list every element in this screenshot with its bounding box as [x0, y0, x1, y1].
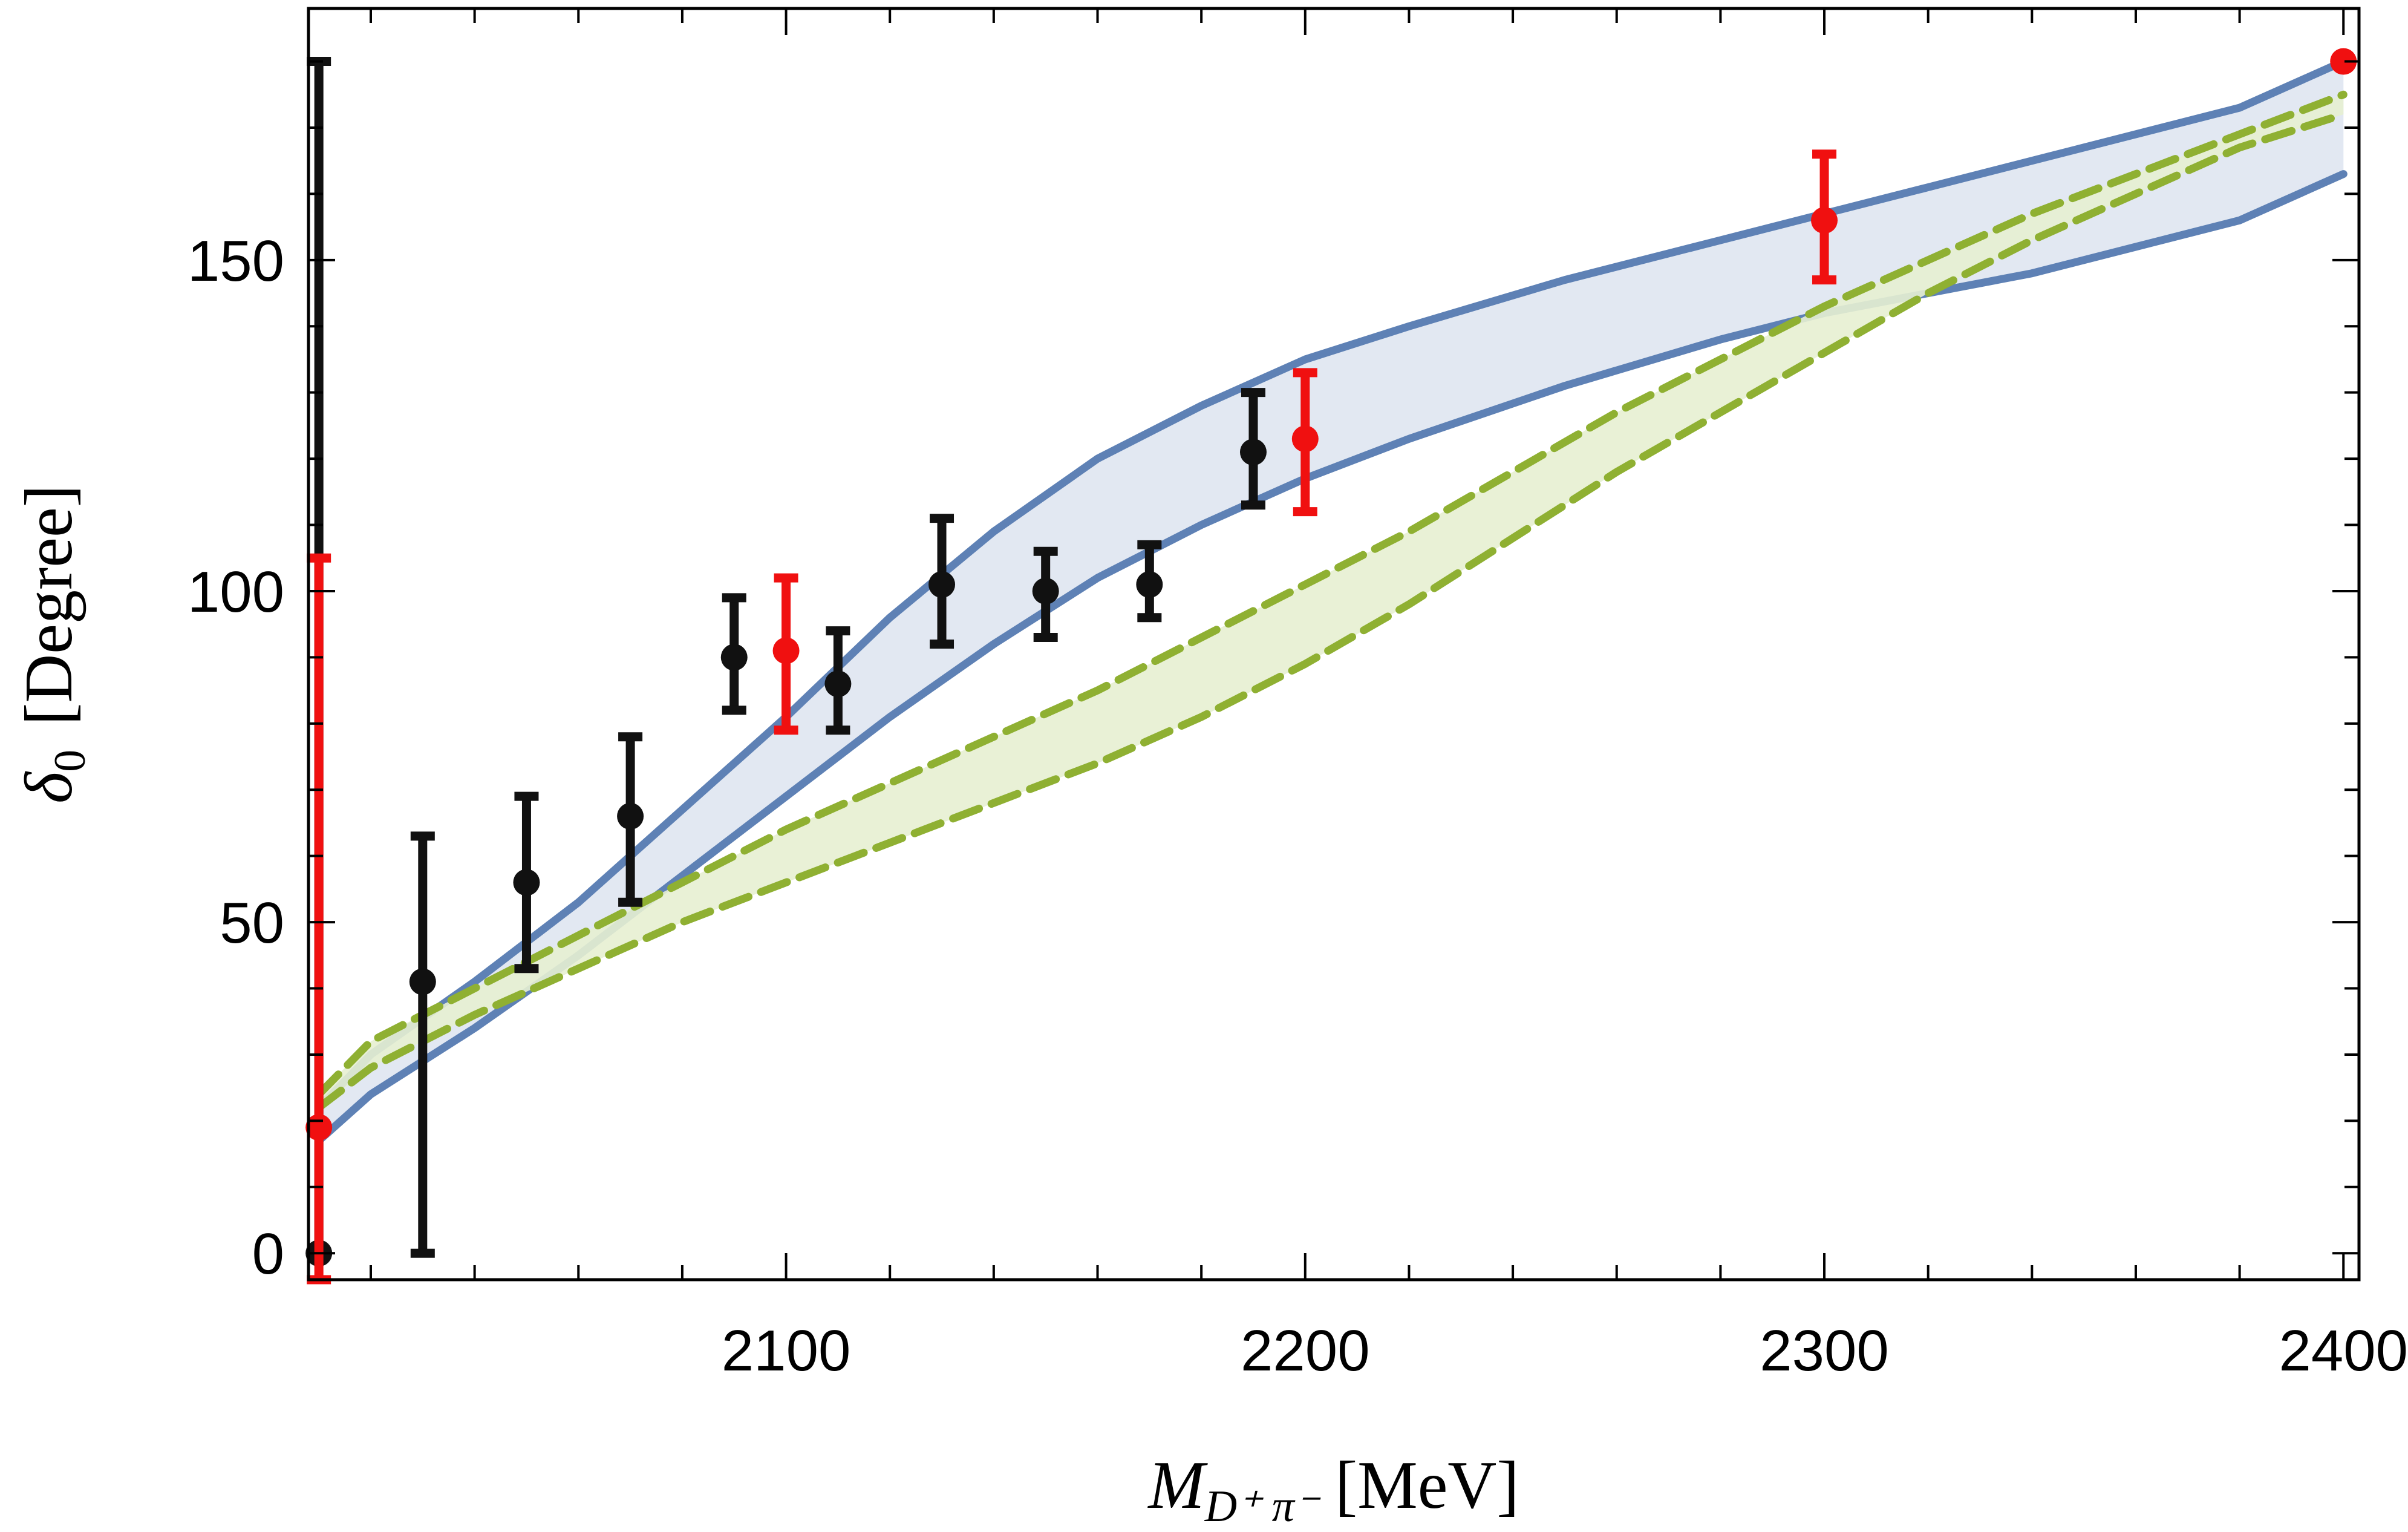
x-tick-label: 2200	[1241, 1318, 1370, 1383]
data-point	[1811, 207, 1838, 234]
x-axis-label: MD⁺ π⁻ [MeV]	[1147, 1448, 1519, 1531]
y-axis-label: δ0 [Degree]	[11, 485, 95, 804]
y-tick-label: 0	[252, 1222, 284, 1286]
data-point	[513, 869, 540, 896]
data-point	[617, 803, 644, 830]
y-tick-label: 50	[220, 891, 284, 955]
y-tick-label: 150	[188, 229, 284, 293]
x-tick-label: 2100	[722, 1318, 851, 1383]
data-point	[409, 968, 436, 995]
data-point	[2330, 48, 2357, 75]
x-axis-label-subscript: D⁺ π⁻	[1204, 1482, 1321, 1531]
ticks-layer: 2100 2200 2300 2400 0 50 100 150	[188, 8, 2408, 1383]
band-upper-line-0	[315, 57, 2348, 1111]
y-axis-label-subscript: 0	[45, 750, 95, 772]
band-upper-line-1	[315, 90, 2348, 1099]
data-point	[1136, 571, 1163, 598]
data-point	[720, 644, 748, 671]
data-point	[1239, 439, 1267, 466]
y-axis-label-unit: [Degree]	[11, 485, 86, 725]
band-lower-line-0	[315, 170, 2348, 1145]
x-axis-label-unit: [MeV]	[1335, 1448, 1519, 1523]
data-point	[1291, 425, 1319, 453]
band-fill-1	[319, 94, 2344, 1108]
x-tick-label: 2300	[1760, 1318, 1889, 1383]
plot-frame	[307, 7, 2361, 1282]
band-lower-line-1	[315, 110, 2348, 1111]
y-tick-label: 100	[188, 560, 284, 624]
y-axis-label-symbol: δ	[11, 771, 86, 804]
data-point	[824, 670, 852, 698]
data-point	[928, 571, 956, 598]
x-tick-label: 2400	[2279, 1318, 2408, 1383]
data-point	[1032, 577, 1059, 604]
bands-layer	[315, 57, 2348, 1145]
data-point	[772, 637, 800, 664]
band-fill-0	[319, 61, 2344, 1141]
x-axis-label-symbol: M	[1147, 1448, 1208, 1523]
